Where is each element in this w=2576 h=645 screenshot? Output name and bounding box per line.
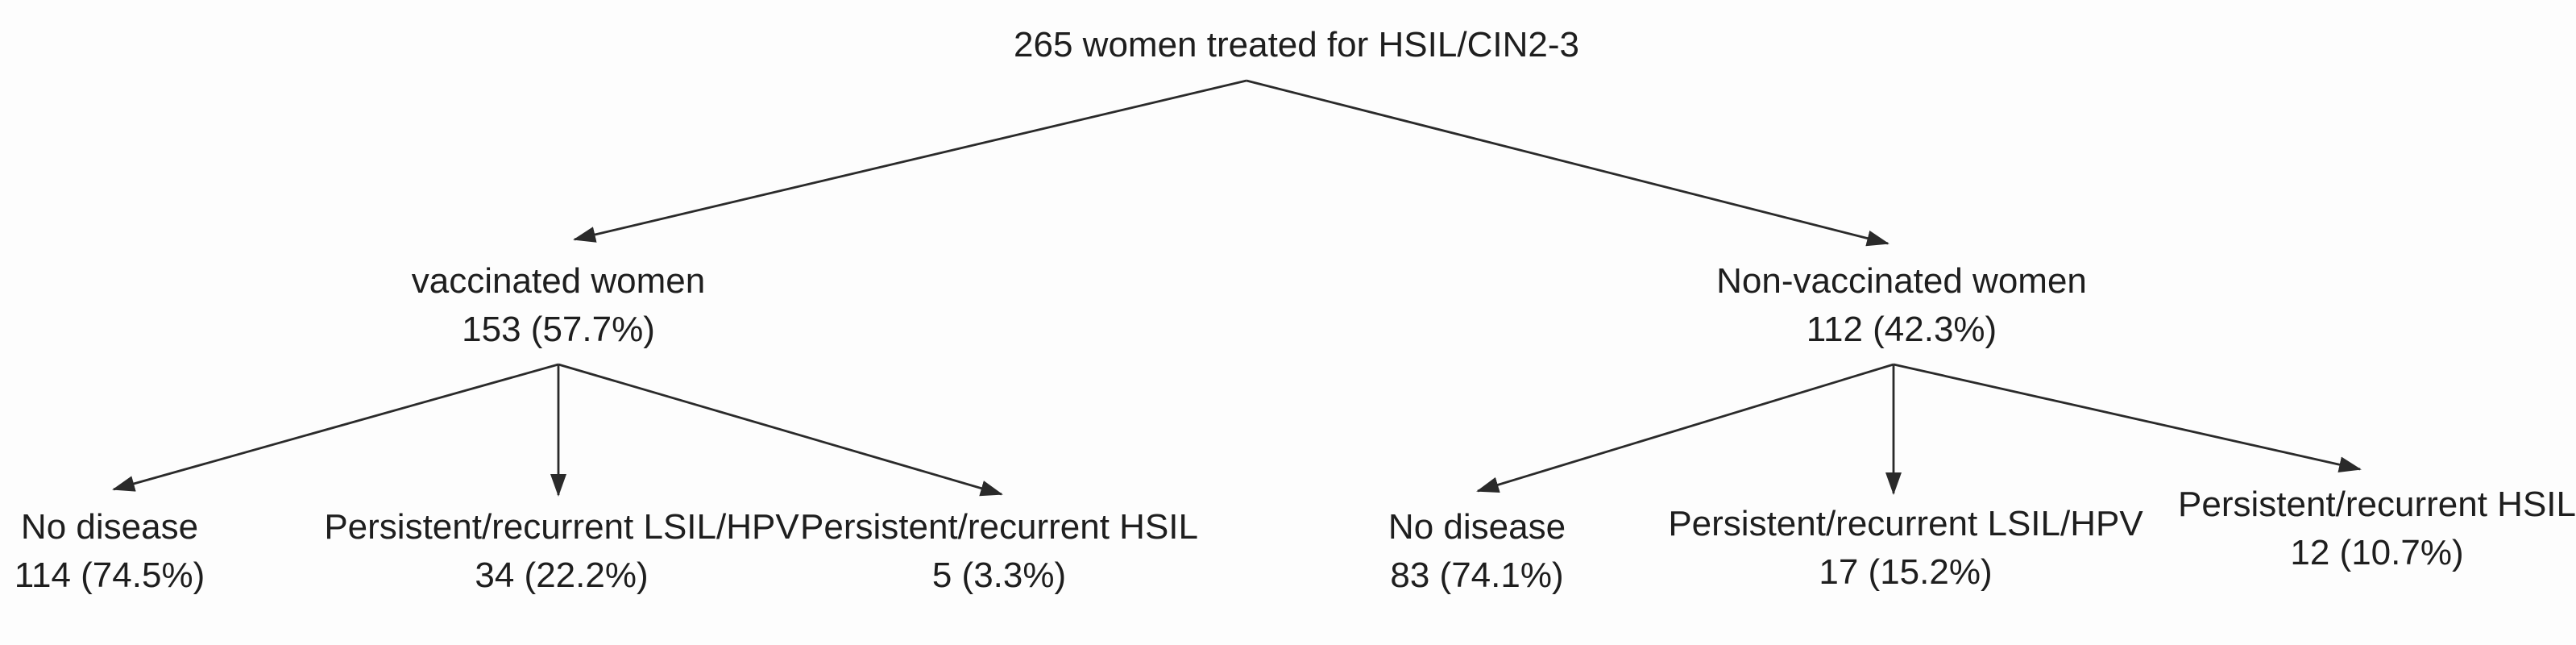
node-vaccinated-nodisease: No disease 114 (74.5%) [15, 503, 205, 600]
arrow-vaccinated-to-hsil [558, 363, 1003, 497]
node-nonvaccinated-nodisease: No disease 83 (74.1%) [1388, 503, 1566, 600]
arrow-root-to-nonvaccinated [1246, 79, 1889, 247]
outcome-count: 83 (74.1%) [1390, 556, 1564, 595]
node-vaccinated-label: vaccinated women [411, 261, 706, 301]
outcome-count: 12 (10.7%) [2290, 533, 2464, 572]
node-nonvaccinated: Non-vaccinated women 112 (42.3%) [1716, 257, 2087, 354]
outcome-count: 114 (74.5%) [14, 556, 205, 595]
node-nonvaccinated-lsil: Persistent/recurrent LSIL/HPV 17 (15.2%) [1668, 500, 2143, 597]
node-vaccinated: vaccinated women 153 (57.7%) [412, 257, 705, 354]
outcome-label: Persistent/recurrent HSIL [2178, 485, 2576, 524]
node-vaccinated-count: 153 (57.7%) [462, 310, 655, 349]
outcome-count: 5 (3.3%) [931, 556, 1067, 595]
node-nonvaccinated-label: Non-vaccinated women [1716, 261, 2087, 301]
outcome-count: 34 (22.2%) [475, 556, 649, 595]
arrow-vaccinated-to-nodisease [112, 363, 559, 492]
node-nonvaccinated-hsil: Persistent/recurrent HSIL 12 (10.7%) [2178, 481, 2576, 577]
node-root-label: 265 women treated for HSIL/CIN2-3 [1014, 25, 1579, 64]
node-vaccinated-lsil: Persistent/recurrent LSIL/HPV 34 (22.2%) [324, 503, 799, 600]
node-vaccinated-hsil: Persistent/recurrent HSIL 5 (3.3%) [800, 503, 1198, 600]
outcome-label: No disease [20, 507, 199, 547]
outcome-label: Persistent/recurrent LSIL/HPV [324, 507, 799, 547]
node-nonvaccinated-count: 112 (42.3%) [1806, 310, 1997, 349]
arrow-nonvaccinated-to-hsil [1893, 363, 2362, 473]
arrow-root-to-vaccinated [573, 79, 1247, 243]
arrow-nonvaccinated-to-nodisease [1476, 363, 1894, 493]
outcome-count: 17 (15.2%) [1819, 552, 1993, 592]
outcome-label: Persistent/recurrent LSIL/HPV [1668, 504, 2143, 543]
outcome-label: No disease [1388, 507, 1566, 547]
node-root: 265 women treated for HSIL/CIN2-3 [1014, 21, 1579, 69]
outcome-label: Persistent/recurrent HSIL [800, 507, 1198, 547]
